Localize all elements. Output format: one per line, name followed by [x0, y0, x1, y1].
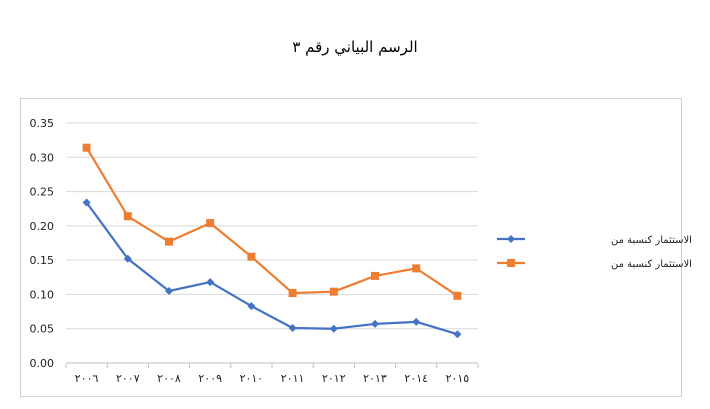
data-point	[453, 291, 462, 300]
data-point	[371, 319, 379, 328]
y-axis: 0.00 0.05 0.10 0.15 0.20 0.25 0.30 0.35	[30, 117, 55, 370]
y-tick-label: 0.20	[30, 220, 55, 233]
y-tick-label: 0.10	[30, 288, 55, 301]
y-tick-label: 0.00	[30, 357, 55, 370]
y-tick-label: 0.05	[30, 323, 55, 336]
data-point	[288, 289, 297, 298]
data-point	[329, 324, 338, 333]
x-tick-label: ٢٠١٠	[240, 372, 264, 385]
data-point	[206, 278, 215, 287]
x-tick-label: ٢٠٠٦	[75, 372, 99, 385]
data-point	[247, 252, 256, 261]
legend-label: الاستثمار كنسبة من	[611, 259, 692, 270]
series-line-1	[85, 201, 458, 336]
series-group	[82, 143, 462, 339]
data-point	[453, 330, 462, 339]
data-point	[82, 143, 91, 152]
data-point	[247, 302, 256, 311]
data-point	[206, 219, 215, 228]
legend-label: الاستثمار كنسبة من	[611, 235, 692, 246]
chart-title: الرسم البياني رقم ٣	[292, 38, 418, 56]
x-tick-label: ٢٠١١	[281, 372, 305, 385]
series-line-2	[85, 147, 459, 297]
x-tick-label: ٢٠٠٧	[116, 372, 140, 385]
x-tick-label: ٢٠١٢	[322, 372, 346, 385]
x-tick-label: ٢٠١٤	[404, 372, 428, 385]
data-point	[329, 287, 338, 296]
legend-marker	[507, 259, 515, 267]
y-tick-label: 0.25	[30, 186, 55, 199]
data-point	[412, 264, 421, 273]
y-tick-label: 0.35	[30, 117, 55, 130]
data-point	[165, 237, 173, 246]
legend-marker	[507, 235, 515, 243]
x-tick-label: ٢٠٠٩	[198, 372, 222, 385]
data-point	[123, 212, 132, 221]
y-tick-label: 0.15	[30, 254, 55, 267]
data-point	[288, 324, 297, 333]
gridlines	[66, 122, 478, 364]
data-point	[82, 198, 91, 207]
data-point	[123, 254, 132, 263]
x-tick-label: ٢٠١٣	[363, 372, 387, 385]
data-point	[371, 271, 379, 280]
data-point	[412, 317, 421, 326]
x-axis: ٢٠٠٦ ٢٠٠٧ ٢٠٠٨ ٢٠٠٩ ٢٠١٠ ٢٠١١ ٢٠١٢ ٢٠١٣ ٢٠١٤ ٢٠١٥	[65, 363, 479, 385]
chart-frame	[20, 98, 682, 397]
y-tick-label: 0.30	[30, 151, 55, 164]
x-tick-label: ٢٠١٥	[446, 372, 470, 385]
x-tick-label: ٢٠٠٨	[157, 372, 181, 385]
legend: الاستثمار كنسبة من الاستثمار كنسبة من	[497, 235, 692, 270]
data-point	[165, 287, 173, 295]
